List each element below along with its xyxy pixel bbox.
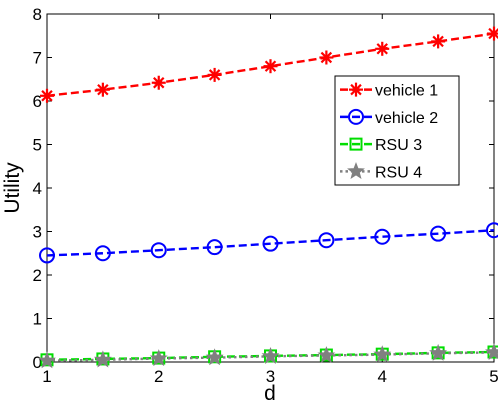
y-tick-label: 7 (33, 49, 42, 68)
data-point (205, 348, 224, 366)
y-tick-label: 2 (33, 266, 42, 285)
data-point (95, 82, 110, 97)
data-point (431, 34, 446, 49)
x-axis-title: d (264, 382, 276, 405)
data-point (487, 26, 498, 41)
legend-item: RSU 3 (340, 137, 422, 154)
data-point (38, 351, 56, 369)
legend-item: RSU 4 (340, 161, 422, 181)
y-tick-label: 3 (33, 223, 42, 242)
data-point (317, 346, 336, 364)
x-tick-label: 4 (378, 367, 387, 386)
data-point (149, 349, 168, 367)
data-point (262, 235, 279, 252)
data-point (486, 222, 498, 239)
data-point (319, 50, 334, 65)
series-vehicle-1 (40, 26, 498, 103)
y-tick-label: 4 (33, 179, 42, 198)
legend-label: vehicle 1 (375, 83, 438, 100)
series-vehicle-2 (39, 222, 498, 264)
legend-marker (349, 137, 363, 151)
legend-label: vehicle 2 (375, 110, 438, 127)
y-tick-label: 1 (33, 310, 42, 329)
y-tick-label: 6 (33, 92, 42, 111)
data-point (373, 345, 392, 363)
legend-item: vehicle 1 (340, 82, 438, 100)
x-tick-label: 1 (42, 367, 51, 386)
x-tick-label: 2 (154, 367, 163, 386)
series-rsu-4 (38, 343, 498, 369)
series-line (46, 229, 495, 257)
data-point (93, 350, 112, 368)
series-layer (38, 26, 498, 369)
series-line (46, 32, 495, 97)
data-point (374, 228, 391, 245)
y-axis-ticks: 0 1 2 3 4 5 6 7 8 (33, 5, 494, 372)
legend-marker (349, 82, 363, 97)
data-point (430, 225, 447, 242)
data-point (39, 247, 55, 264)
data-point (261, 346, 280, 364)
data-point (40, 88, 54, 103)
data-point (318, 232, 335, 249)
data-point (206, 239, 223, 256)
legend-label: RSU 3 (375, 137, 422, 154)
x-tick-label: 5 (489, 367, 498, 386)
y-tick-label: 0 (33, 353, 42, 372)
legend-marker (347, 161, 365, 179)
y-axis-title: Utility (1, 162, 24, 214)
y-tick-label: 5 (33, 136, 42, 155)
y-tick-label: 8 (33, 5, 42, 24)
data-point (263, 59, 278, 74)
data-point (429, 343, 448, 361)
legend-item: vehicle 2 (340, 108, 438, 127)
data-point (94, 245, 111, 262)
data-point (207, 67, 222, 82)
data-point (150, 242, 167, 259)
data-point (485, 343, 498, 361)
legend: vehicle 1 vehicle 2 RSU 3 RSU 4 (334, 75, 460, 186)
data-point (375, 41, 390, 56)
data-point (151, 75, 166, 90)
x-tick-label: 3 (266, 367, 275, 386)
legend-label: RSU 4 (375, 164, 422, 181)
legend-marker (348, 108, 364, 125)
